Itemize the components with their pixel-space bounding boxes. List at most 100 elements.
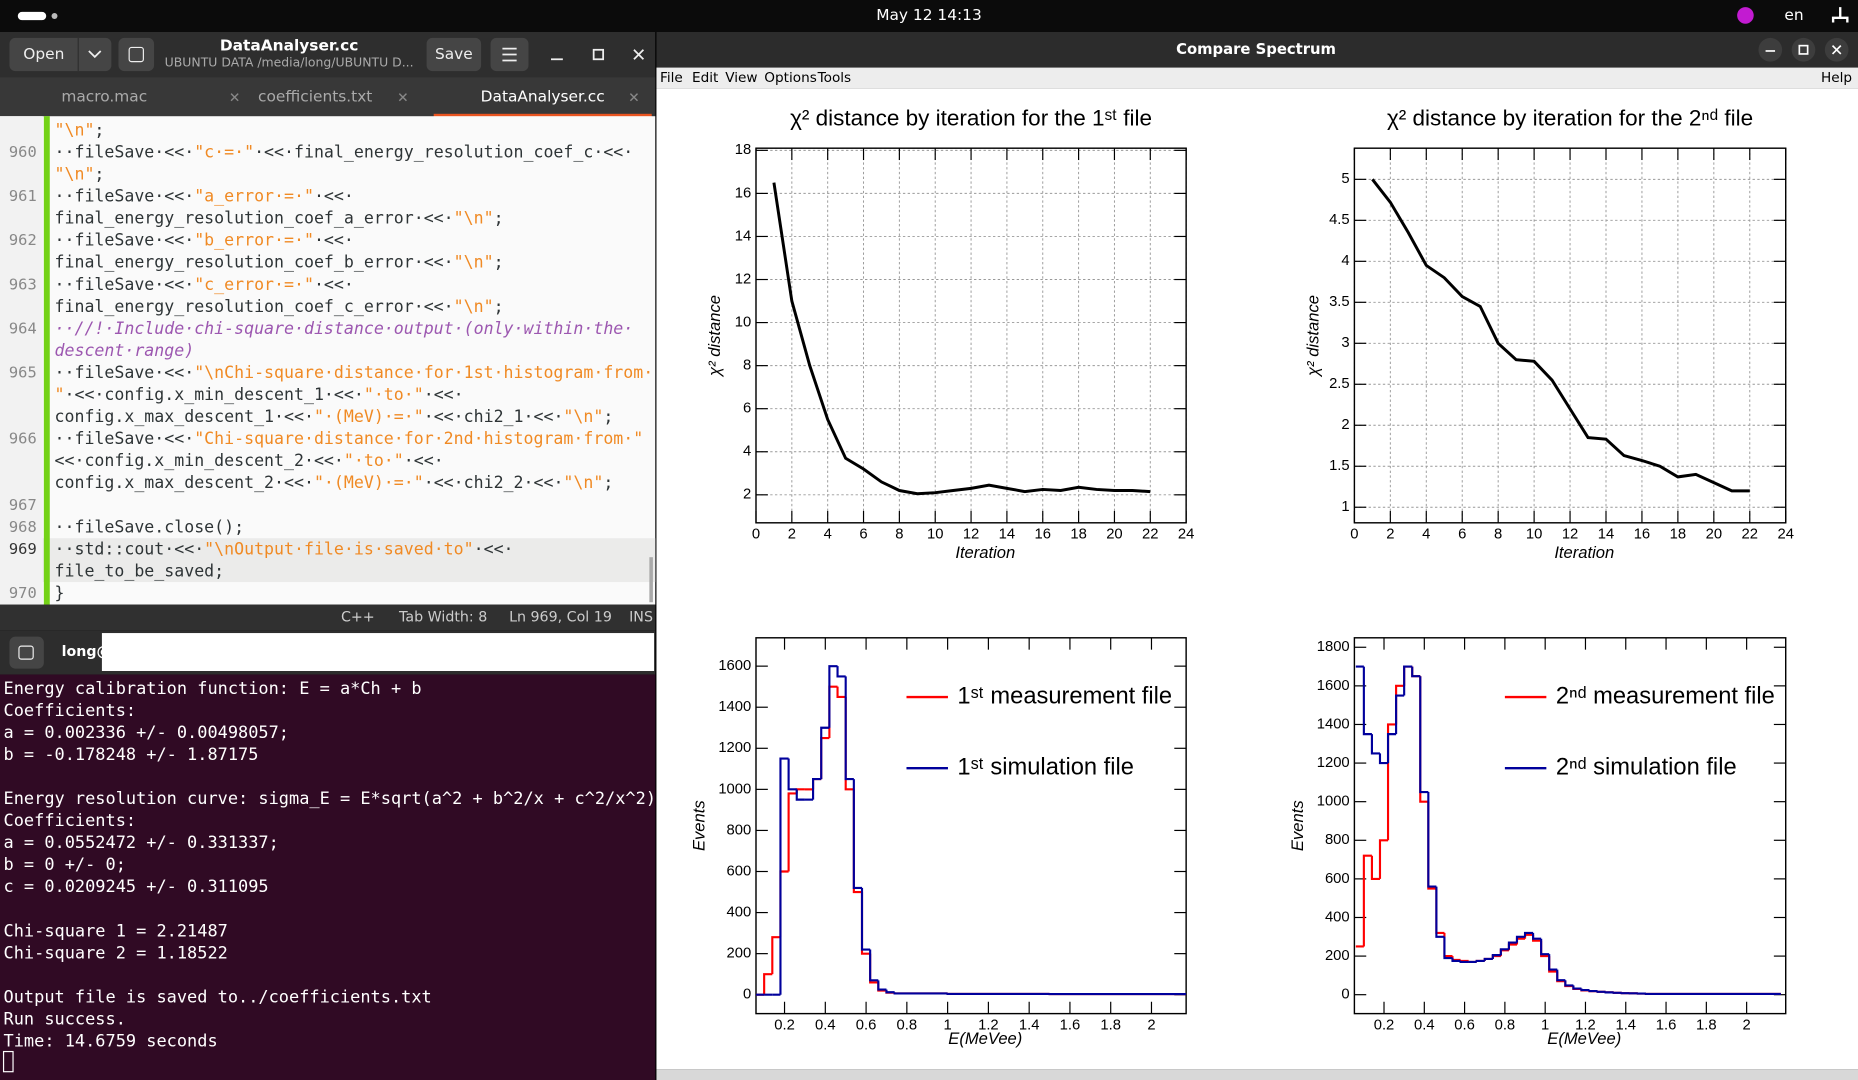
histogram-bin: [795, 789, 805, 801]
y-tick-label: 1400: [1317, 716, 1350, 732]
x-tick-label: 6: [1458, 527, 1466, 543]
maximize-button[interactable]: [1791, 37, 1816, 62]
app-indicator[interactable]: [1737, 7, 1754, 24]
terminal-new-tab[interactable]: [9, 636, 44, 669]
histogram-bin: [812, 778, 822, 800]
y-tick-label: 2: [743, 487, 751, 503]
network-icon[interactable]: [1831, 7, 1849, 23]
open-button[interactable]: [9, 37, 112, 72]
menu-item[interactable]: Edit: [692, 70, 719, 86]
tab-label[interactable]: coefficients.txt: [258, 88, 372, 106]
line-number: 962: [9, 231, 37, 249]
open-label: Open: [23, 45, 64, 63]
line-number: 961: [9, 187, 37, 205]
terminal-tab-icon: [18, 645, 34, 660]
terminal-line: Coefficients:: [4, 810, 137, 830]
status-item[interactable]: Tab Width: 8: [398, 610, 487, 626]
save-button[interactable]: [426, 37, 482, 72]
y-tick-label: 1800: [1317, 639, 1350, 655]
cursor: [2, 1050, 14, 1073]
x-tick-label: 1.8: [1100, 1017, 1121, 1033]
menu-bar: [656, 67, 1858, 89]
histogram-bin: [771, 936, 781, 975]
scrollbar[interactable]: [649, 557, 653, 603]
x-tick-label: 2: [1147, 1017, 1155, 1033]
chart-title: χ² distance by iteration for the 1ˢᵗ fil…: [790, 106, 1152, 131]
histogram-bin: [763, 973, 773, 995]
menu-item[interactable]: File: [660, 70, 683, 86]
code-line: final_energy_resolution_coef_a_error·<<·…: [55, 208, 504, 227]
x-tick-label: 10: [1526, 527, 1542, 543]
x-tick-label: 1.2: [1575, 1017, 1596, 1033]
histogram-bin: [1483, 957, 1493, 961]
legend-label: 1ˢᵗ simulation file: [957, 754, 1133, 780]
line-number: 964: [9, 319, 37, 337]
code-area: [0, 116, 656, 605]
open-menu-arrow[interactable]: [88, 50, 102, 59]
save-label: Save: [435, 45, 473, 63]
minimize-button[interactable]: [1758, 37, 1783, 62]
histogram-bin: [844, 676, 854, 781]
y-tick-label: 18: [735, 142, 751, 158]
maximize-button[interactable]: [592, 48, 605, 61]
histogram-bin: [1515, 935, 1526, 943]
y-tick-label: 1600: [1317, 678, 1350, 694]
menu-item[interactable]: Options: [764, 70, 817, 86]
line-number: 963: [9, 275, 37, 293]
histogram-area: [1355, 665, 1781, 995]
histogram-bin: [1378, 839, 1389, 879]
x-tick-label: 8: [895, 527, 903, 543]
workspace-indicator[interactable]: [17, 11, 47, 21]
x-tick-label: 2: [1386, 527, 1394, 543]
terminal-input[interactable]: [101, 633, 655, 671]
tab-close-icons[interactable]: [230, 93, 639, 102]
code-line: ··fileSave·<<·"b_error·=·"·<<·: [55, 230, 354, 249]
new-tab-button[interactable]: [118, 37, 155, 72]
x-tick-label: 0.2: [774, 1017, 795, 1033]
histogram-bin: [828, 665, 838, 728]
x-tick-label: 2: [1743, 1017, 1751, 1033]
y-axis-label: χ² distance: [1303, 295, 1322, 378]
code-line: config.x_max_descent_2·<<·"·(MeV)·=·"·<<…: [55, 473, 614, 492]
window-titlebar: [656, 32, 1858, 68]
x-tick-label: 10: [927, 527, 943, 543]
tab-label[interactable]: DataAnalyser.cc: [481, 88, 605, 106]
workspace-dot[interactable]: [51, 13, 58, 19]
histogram-bin: [1459, 960, 1469, 963]
x-tick-label: 14: [999, 527, 1015, 543]
data-line: [772, 182, 1151, 496]
close-button[interactable]: [633, 49, 645, 60]
histogram-bin: [1370, 855, 1380, 880]
line-number: 967: [9, 496, 37, 514]
x-tick-label: 0.6: [1454, 1017, 1475, 1033]
x-tick-label: 1.6: [1656, 1017, 1677, 1033]
editor-subtitle: UBUNTU DATA /media/long/UBUNTU D...: [165, 54, 414, 69]
status-item[interactable]: C++: [341, 610, 375, 626]
x-tick-label: 14: [1598, 527, 1614, 543]
window-bottom: [656, 1069, 1858, 1080]
y-tick-label: 1200: [718, 740, 751, 756]
menu-item[interactable]: Tools: [817, 70, 852, 86]
clock[interactable]: May 12 14:13: [876, 6, 982, 24]
x-tick-label: 0.4: [815, 1017, 836, 1033]
language[interactable]: en: [1784, 6, 1803, 24]
menu-item[interactable]: View: [725, 70, 757, 86]
plot-frame: [1353, 637, 1787, 1015]
x-axis-label: E(MeVee): [1547, 1029, 1621, 1048]
histogram-bin: [869, 949, 879, 982]
terminal-line: a = 0.002336 +/- 0.00498057;: [4, 722, 289, 742]
histogram-bin: [1386, 723, 1397, 841]
canvas: [656, 88, 1858, 1070]
y-tick-label: 1000: [718, 781, 751, 797]
editor-title: DataAnalyser.cc: [220, 37, 359, 55]
chart: 0 200 400 600 800 1000 1200 1400 1600 0.2 0.4 0.6 0.…: [690, 637, 1187, 1048]
x-tick-label: 22: [1142, 527, 1158, 543]
x-tick-label: 20: [1106, 527, 1122, 543]
tab-label[interactable]: macro.mac: [61, 88, 147, 106]
menu-item[interactable]: Help: [1821, 70, 1852, 86]
histogram-bin: [1532, 932, 1542, 940]
y-tick-label: 4: [743, 444, 751, 460]
terminal-line: Energy resolution curve: sigma_E = E*sqr…: [4, 788, 656, 808]
histogram-bin: [1540, 938, 1550, 956]
